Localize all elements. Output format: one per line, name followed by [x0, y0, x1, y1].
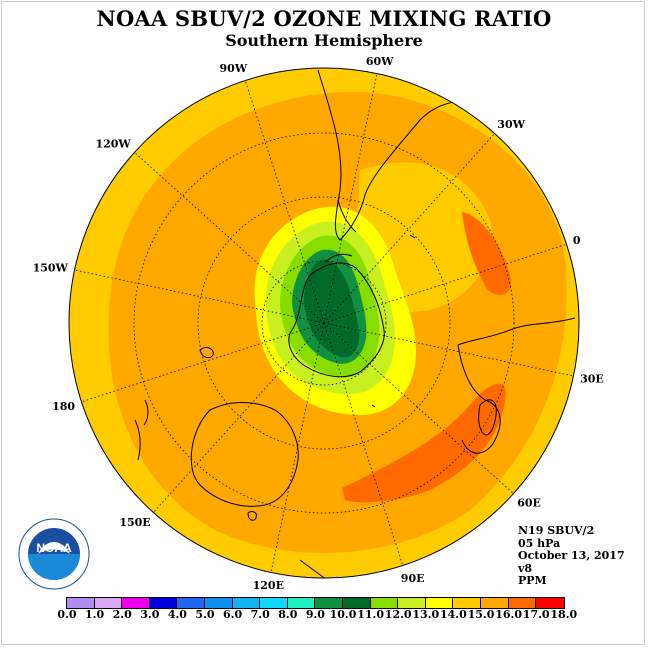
longitude-label: 150E — [119, 516, 150, 529]
longitude-label: 180 — [52, 400, 75, 413]
meridian-line — [323, 243, 567, 324]
longitude-label: 120E — [253, 579, 284, 592]
colorbar-swatch — [536, 598, 564, 608]
colorbar-swatch — [204, 598, 233, 608]
pressure-level-label: 05 hPa — [518, 536, 561, 550]
colorbar-swatch — [315, 598, 343, 608]
version-label: v8 — [518, 561, 533, 575]
colorbar-swatch — [480, 598, 509, 608]
meridian-line — [81, 322, 325, 403]
noaa-logo: NOAA — [18, 518, 90, 590]
colorbar-tick-label: 7.0 — [250, 608, 270, 621]
colorbar-swatch — [177, 598, 205, 608]
meridian-line — [323, 133, 495, 324]
colorbar-swatch — [67, 598, 95, 608]
meridian-line — [323, 322, 574, 377]
colorbar-tick-label: 11.0 — [357, 608, 384, 621]
colorbar-tick-label: 1.0 — [85, 608, 105, 621]
colorbar-tick-label: 6.0 — [223, 608, 243, 621]
colorbar-tick-label: 4.0 — [167, 608, 187, 621]
colorbar-tick-label: 10.0 — [329, 608, 357, 621]
date-label: October 13, 2017 — [518, 549, 625, 562]
colorbar-tick-label: 5.0 — [195, 608, 215, 621]
colorbar-tick-label: 9.0 — [305, 608, 325, 621]
colorbar — [66, 597, 565, 609]
colorbar-swatch — [370, 598, 399, 608]
meridian-line — [153, 322, 325, 513]
colorbar-tick-label: 12.0 — [384, 608, 412, 621]
colorbar-tick-label: 16.0 — [495, 608, 522, 621]
meridian-line — [74, 269, 325, 324]
map-boundary — [68, 67, 580, 579]
meridian-line — [323, 73, 378, 324]
longitude-label: 30E — [580, 373, 604, 386]
colorbar-swatch — [425, 598, 454, 608]
colorbar-swatch — [232, 598, 261, 608]
info-block: N19 SBUV/2 05 hPa October 13, 2017 v8 PP… — [518, 524, 625, 588]
longitude-label: 150W — [33, 261, 69, 274]
colorbar-tick-label: 3.0 — [140, 608, 160, 621]
colorbar-swatch — [508, 598, 537, 608]
colorbar-tick-label: 18.0 — [550, 608, 578, 621]
satellite-label: N19 SBUV/2 — [518, 524, 595, 537]
colorbar-swatch — [94, 598, 123, 608]
logo-text: NOAA — [36, 541, 72, 555]
meridian-line — [244, 80, 325, 324]
colorbar-tick-label: 8.0 — [278, 608, 298, 621]
longitude-label: 0 — [573, 234, 581, 247]
longitude-label: 120W — [95, 138, 131, 151]
colorbar-swatch — [122, 598, 150, 608]
longitude-label: 90W — [220, 62, 248, 75]
longitude-label: 90E — [401, 572, 425, 585]
longitude-labels: 90W 60W 30W 0 30E 60E 90E 120E 150E 180 150W 120W — [33, 55, 604, 592]
meridian-line — [270, 322, 325, 573]
units-label: PPM — [518, 574, 547, 587]
colorbar-tick-label: 14.0 — [439, 608, 467, 621]
coastlines — [134, 69, 576, 578]
colorbar-tick-label: 2.0 — [112, 608, 132, 621]
colorbar-swatch — [287, 598, 316, 608]
meridian-line — [323, 322, 404, 566]
colorbar-swatch — [398, 598, 426, 608]
colorbar-tick-label: 0.0 — [57, 608, 77, 621]
colorbar-tick-label: 13.0 — [412, 608, 440, 621]
colorbar-tick-label: 17.0 — [522, 608, 550, 621]
colorbar-tick-label: 15.0 — [467, 608, 495, 621]
colorbar-swatch — [453, 598, 481, 608]
colorbar-swatch — [260, 598, 288, 608]
meridian-line — [134, 152, 325, 324]
colorbar-swatch — [149, 598, 178, 608]
map-title: NOAA SBUV/2 OZONE MIXING RATIO — [96, 6, 552, 31]
colorbar-swatch — [342, 598, 371, 608]
longitude-label: 30W — [497, 118, 525, 131]
longitude-label: 60W — [366, 55, 394, 68]
map-subtitle: Southern Hemisphere — [225, 31, 423, 50]
graticule — [74, 73, 574, 573]
meridian-line — [323, 322, 514, 494]
longitude-label: 60E — [517, 496, 541, 509]
